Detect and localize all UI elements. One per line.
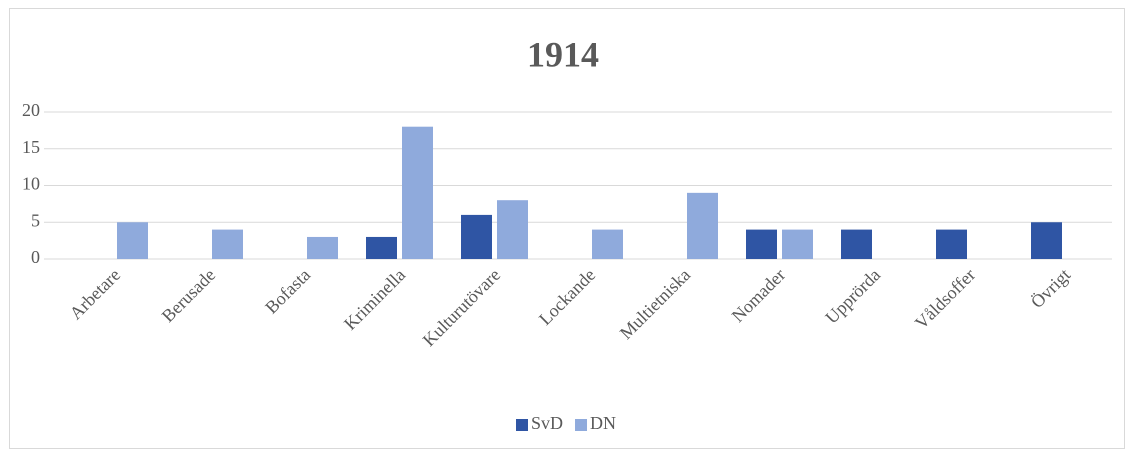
y-tick-label: 5: [31, 210, 40, 230]
y-tick-label: 20: [22, 100, 40, 120]
bar: [841, 229, 872, 259]
y-tick-label: 10: [22, 174, 40, 194]
bar: [307, 236, 338, 259]
legend-swatch: [575, 419, 588, 431]
bar: [1031, 222, 1062, 259]
bar: [782, 229, 813, 259]
bar: [592, 229, 623, 259]
bar: [402, 126, 433, 259]
chart-title: 1914: [527, 34, 599, 74]
legend-swatch: [516, 419, 528, 431]
bar: [746, 229, 777, 259]
bar: [936, 229, 967, 259]
bar: [366, 236, 397, 259]
bar: [687, 192, 718, 259]
bar: [117, 222, 148, 259]
y-tick-label: 0: [31, 247, 40, 267]
bar: [212, 229, 243, 259]
bar: [461, 214, 492, 259]
legend-label: DN: [590, 413, 616, 433]
chart-frame: [9, 8, 1125, 449]
legend-label: SvD: [531, 413, 563, 433]
y-tick-label: 15: [22, 137, 40, 157]
bar: [497, 200, 528, 259]
